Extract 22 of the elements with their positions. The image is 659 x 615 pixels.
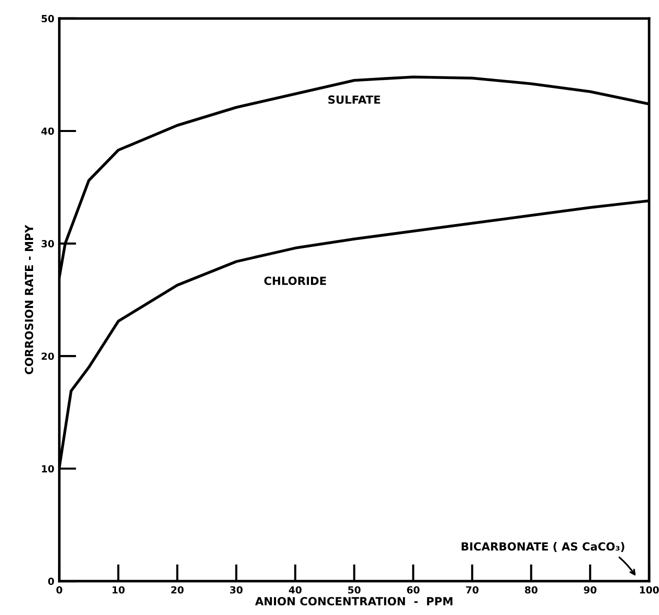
y-axis-title: CORROSION RATE - MPY [24,224,34,374]
y-tick-label: 0 [48,578,54,586]
annotation: BICARBONATE ( AS CaCO₃) [462,542,624,552]
x-tick-label: 10 [112,586,125,594]
series-label: CHLORIDE [264,276,326,286]
series-label: SULFATE [328,95,380,104]
x-tick-label: 50 [348,586,361,594]
x-tick-label: 40 [288,586,302,594]
x-tick-label: 0 [56,586,62,594]
y-tick-label: 50 [42,14,54,22]
x-tick-label: 80 [524,586,538,594]
y-tick-label: 30 [42,240,54,248]
x-tick-label: 90 [584,586,596,594]
y-tick-label: 10 [42,465,54,472]
y-tick-label: 40 [41,127,54,135]
x-tick-label: 20 [171,586,184,594]
y-tick-label: 20 [42,352,54,360]
x-tick-label: 100 [640,586,659,594]
x-axis-title: ANION CONCENTRATION - PPM [255,597,452,606]
x-tick-label: 30 [230,586,243,594]
x-tick-label: 70 [466,586,478,594]
x-tick-label: 60 [407,586,420,594]
